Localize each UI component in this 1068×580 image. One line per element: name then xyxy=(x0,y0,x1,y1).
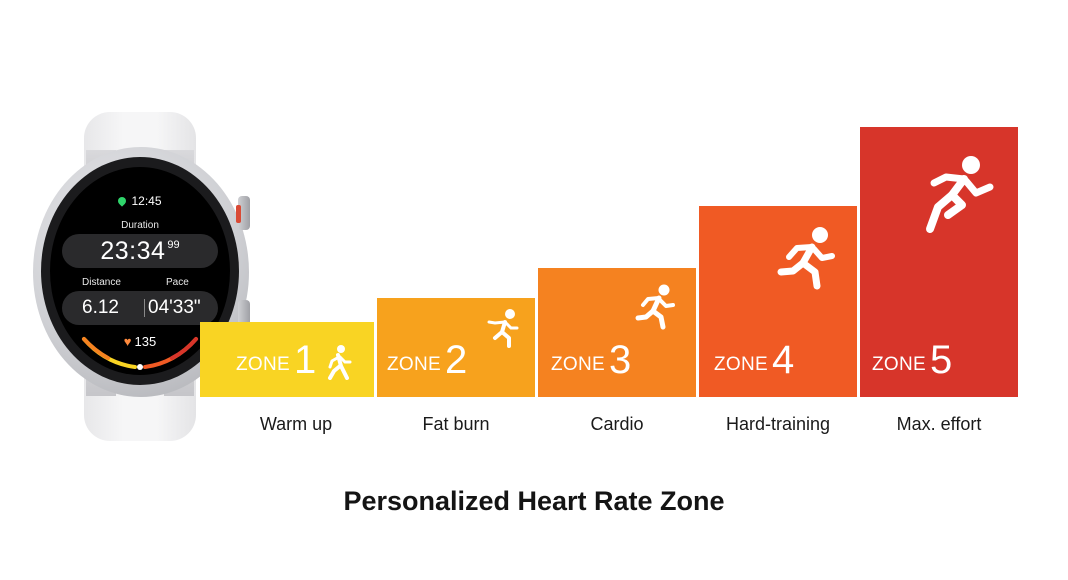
zone-4-title: ZONE 4 xyxy=(714,338,794,383)
watch-clock-time: 12:45 xyxy=(131,194,162,208)
zone-5-block: ZONE 5 xyxy=(860,127,1018,397)
stats-pill: 6.12 04'33" xyxy=(62,291,218,325)
heart-rate-zone-arc xyxy=(82,337,198,370)
zone-5-label: Max. effort xyxy=(896,414,982,434)
watch-top-button xyxy=(238,196,250,230)
zone-2-block: ZONE 2 xyxy=(377,298,535,397)
distance-label: Distance xyxy=(82,277,121,288)
zone-number: 1 xyxy=(293,338,317,382)
running-fast-person-icon xyxy=(777,227,835,290)
walking-person-icon xyxy=(328,345,352,380)
zone-word: ZONE xyxy=(714,354,768,375)
zone-1-block: ZONE 1 xyxy=(200,322,374,397)
duration-label: Duration xyxy=(121,220,159,231)
zone-1-title: ZONE 1 xyxy=(236,338,316,383)
zone-3-title: ZONE 3 xyxy=(551,338,631,383)
zone-word: ZONE xyxy=(387,354,441,375)
duration-hundredths: 99 xyxy=(167,239,180,251)
duration-pill: 23:34 99 xyxy=(62,234,218,268)
zone-number: 5 xyxy=(929,338,953,382)
watch-top-button-accent xyxy=(236,205,241,223)
zone-number: 3 xyxy=(608,338,632,382)
duration-value: 23:34 xyxy=(100,237,166,265)
heart-rate: ♥ 135 xyxy=(50,334,230,349)
jogging-person-icon xyxy=(487,309,519,348)
distance-value: 6.12 xyxy=(82,297,119,318)
zone-number: 2 xyxy=(444,338,468,382)
zone-number: 4 xyxy=(771,338,795,382)
zone-3-label: Cardio xyxy=(590,414,644,434)
heart-icon: ♥ xyxy=(123,334,132,349)
page-title: Personalized Heart Rate Zone xyxy=(343,486,725,516)
zone-4-block: ZONE 4 xyxy=(699,206,857,397)
zone-2-label: Fat burn xyxy=(422,414,490,434)
heart-rate-value: 135 xyxy=(134,334,157,349)
pace-value: 04'33" xyxy=(148,297,201,318)
zone-word: ZONE xyxy=(551,354,605,375)
zone-2-title: ZONE 2 xyxy=(387,338,467,383)
sprinting-person-icon xyxy=(926,156,994,233)
pace-label: Pace xyxy=(166,277,189,288)
zone-3-block: ZONE 3 xyxy=(538,268,696,397)
watch-clock: 12:45 xyxy=(50,194,230,208)
zone-4-label: Hard-training xyxy=(725,414,831,434)
zone-5-title: ZONE 5 xyxy=(872,338,952,383)
stats-divider xyxy=(144,299,145,317)
zone-1-label: Warm up xyxy=(259,414,333,434)
zone-word: ZONE xyxy=(236,354,290,375)
zone-word: ZONE xyxy=(872,354,926,375)
running-person-icon xyxy=(635,284,675,330)
